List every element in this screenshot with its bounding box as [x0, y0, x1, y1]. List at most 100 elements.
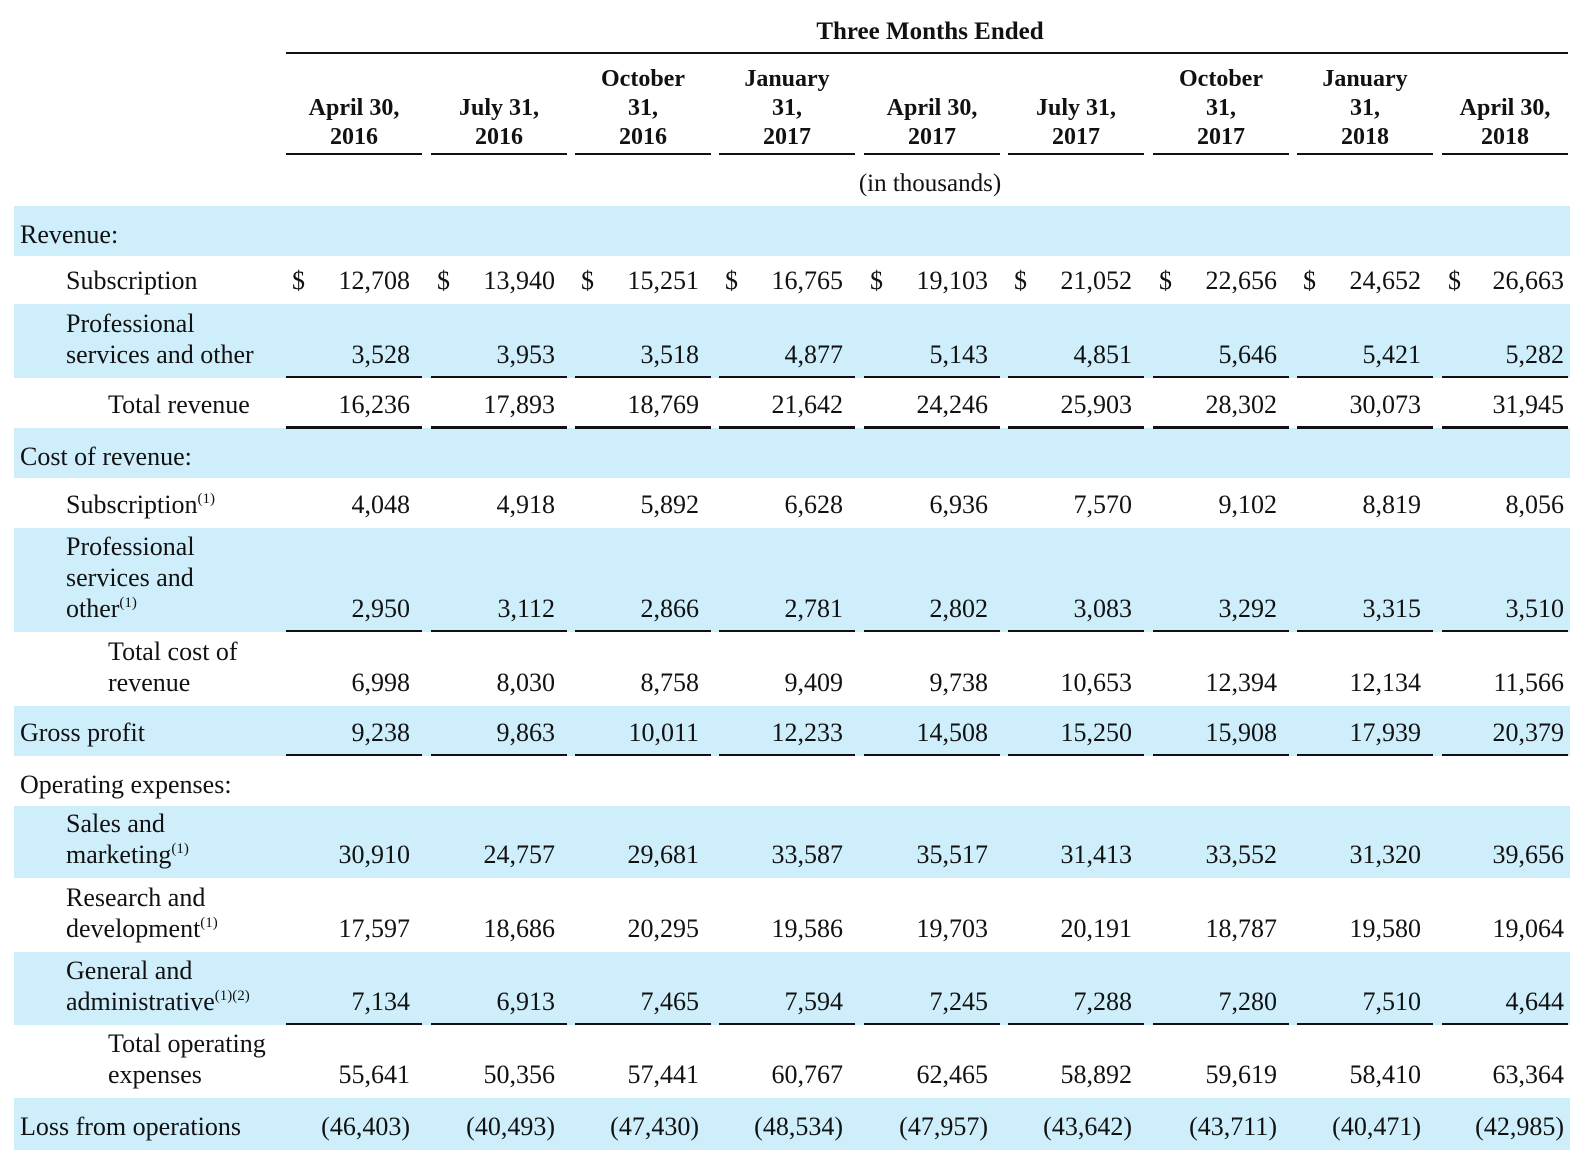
value-cell: 19,064 [1442, 913, 1565, 944]
value-cell: 8,758 [575, 667, 700, 698]
subtotal-rule [1297, 754, 1433, 756]
table-row: Operating expenses: [14, 756, 1570, 806]
value-text: 33,587 [771, 840, 844, 869]
value-cell: 10,653 [1008, 667, 1133, 698]
currency-symbol: $ [437, 266, 450, 295]
row-label-text: Total cost of revenue [108, 637, 238, 697]
subtotal-rule [286, 630, 422, 632]
value-text: 19,064 [1492, 914, 1565, 943]
row-label-text: Gross profit [20, 718, 145, 747]
value-cell: (47,430) [575, 1111, 699, 1142]
value-cell: 58,892 [1008, 1059, 1133, 1090]
value-cell: 25,903 [1008, 389, 1133, 420]
column-header-rule [1297, 153, 1433, 155]
value-cell: 4,644 [1442, 986, 1565, 1017]
value-text: 8,758 [640, 668, 700, 697]
value-text: 30,910 [338, 840, 411, 869]
row-label: Total revenue [108, 389, 250, 420]
value-text: 29,681 [627, 840, 700, 869]
value-cell: 5,646 [1153, 339, 1278, 370]
value-cell: 3,315 [1297, 593, 1422, 624]
subtotal-rule [719, 1023, 855, 1025]
subtotal-rule [1153, 1023, 1289, 1025]
row-label: Subscription [66, 265, 197, 296]
value-text: 20,379 [1492, 718, 1565, 747]
value-cell: 62,465 [864, 1059, 989, 1090]
value-cell: 30,910 [286, 839, 411, 870]
footnote-marker: (1) [119, 595, 137, 611]
value-cell: 28,302 [1153, 389, 1278, 420]
value-cell: 2,802 [864, 593, 989, 624]
subtotal-rule [1442, 1023, 1568, 1025]
column-header-rule [1442, 153, 1568, 155]
value-cell: 63,364 [1442, 1059, 1565, 1090]
value-text: 19,580 [1349, 914, 1422, 943]
value-cell: 3,292 [1153, 593, 1278, 624]
row-label: Operating expenses: [20, 769, 232, 800]
row-label: General and administrative(1)(2) [66, 955, 250, 1017]
table-row: Loss from operations (46,403) (40,493) (47,… [14, 1098, 1570, 1150]
value-text: 5,143 [929, 340, 989, 369]
value-text: 50,356 [483, 1060, 556, 1089]
value-text: (48,534) [754, 1112, 843, 1141]
value-text: 6,913 [496, 987, 556, 1016]
value-cell: 18,769 [575, 389, 700, 420]
value-cell: $21,052 [1008, 265, 1132, 296]
value-cell: 58,410 [1297, 1059, 1422, 1090]
value-cell: 3,083 [1008, 593, 1133, 624]
value-cell: 33,552 [1153, 839, 1278, 870]
value-cell: 12,394 [1153, 667, 1278, 698]
value-text: 7,510 [1362, 987, 1422, 1016]
subtotal-rule [1008, 754, 1144, 756]
subtotal-rule [575, 1023, 711, 1025]
value-text: 9,238 [351, 718, 411, 747]
value-text: 8,030 [496, 668, 556, 697]
subtotal-rule [1442, 754, 1568, 756]
value-cell: $24,652 [1297, 265, 1421, 296]
value-cell: $12,708 [286, 265, 410, 296]
value-cell: 4,048 [286, 489, 411, 520]
subtotal-rule [1153, 754, 1289, 756]
value-text: 4,918 [496, 490, 556, 519]
value-cell: 6,936 [864, 489, 989, 520]
value-text: 35,517 [916, 840, 989, 869]
subtotal-rule [286, 1023, 422, 1025]
value-text: 62,465 [916, 1060, 989, 1089]
value-cell: 31,945 [1442, 389, 1565, 420]
value-cell: 12,134 [1297, 667, 1422, 698]
row-label: Professional services and other [66, 308, 254, 370]
value-text: 16,236 [338, 390, 411, 419]
value-text: 3,292 [1218, 594, 1278, 623]
value-cell: 18,787 [1153, 913, 1278, 944]
value-cell: 3,510 [1442, 593, 1565, 624]
value-cell: 9,102 [1153, 489, 1278, 520]
subtotal-rule [1008, 1023, 1144, 1025]
value-text: 17,597 [338, 914, 411, 943]
row-label: Cost of revenue: [20, 441, 192, 472]
table-row: Subscription $12,708 $13,940 $15,251 $16,765… [14, 256, 1570, 304]
subtotal-rule [864, 754, 1000, 756]
value-text: 17,939 [1349, 718, 1422, 747]
footnote-marker: (1) [171, 841, 189, 857]
value-cell: 24,246 [864, 389, 989, 420]
value-text: 14,508 [916, 718, 989, 747]
currency-symbol: $ [870, 266, 883, 295]
value-text: 9,738 [929, 668, 989, 697]
row-label-text: Loss from operations [20, 1112, 241, 1141]
currency-symbol: $ [292, 266, 305, 295]
row-label: Revenue: [20, 219, 118, 250]
value-text: 4,048 [351, 490, 411, 519]
row-label: Total cost of revenue [108, 636, 238, 698]
value-cell: (46,403) [286, 1111, 410, 1142]
value-cell: 39,656 [1442, 839, 1565, 870]
total-rule [1442, 427, 1568, 429]
value-cell: 12,233 [719, 717, 844, 748]
value-text: 31,320 [1349, 840, 1422, 869]
value-text: 28,302 [1205, 390, 1278, 419]
value-cell: 9,238 [286, 717, 411, 748]
column-header: April 30, 2018 [1459, 95, 1551, 150]
value-cell: 30,073 [1297, 389, 1422, 420]
value-cell: 57,441 [575, 1059, 700, 1090]
row-label-text: General and administrative [66, 956, 215, 1016]
